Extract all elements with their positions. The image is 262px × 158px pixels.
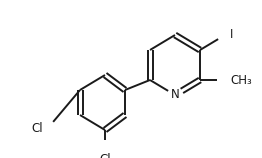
Text: Cl: Cl	[99, 153, 111, 158]
Text: Cl: Cl	[31, 122, 43, 134]
Text: N: N	[171, 88, 179, 101]
Text: CH₃: CH₃	[230, 73, 252, 86]
Text: I: I	[230, 28, 233, 42]
